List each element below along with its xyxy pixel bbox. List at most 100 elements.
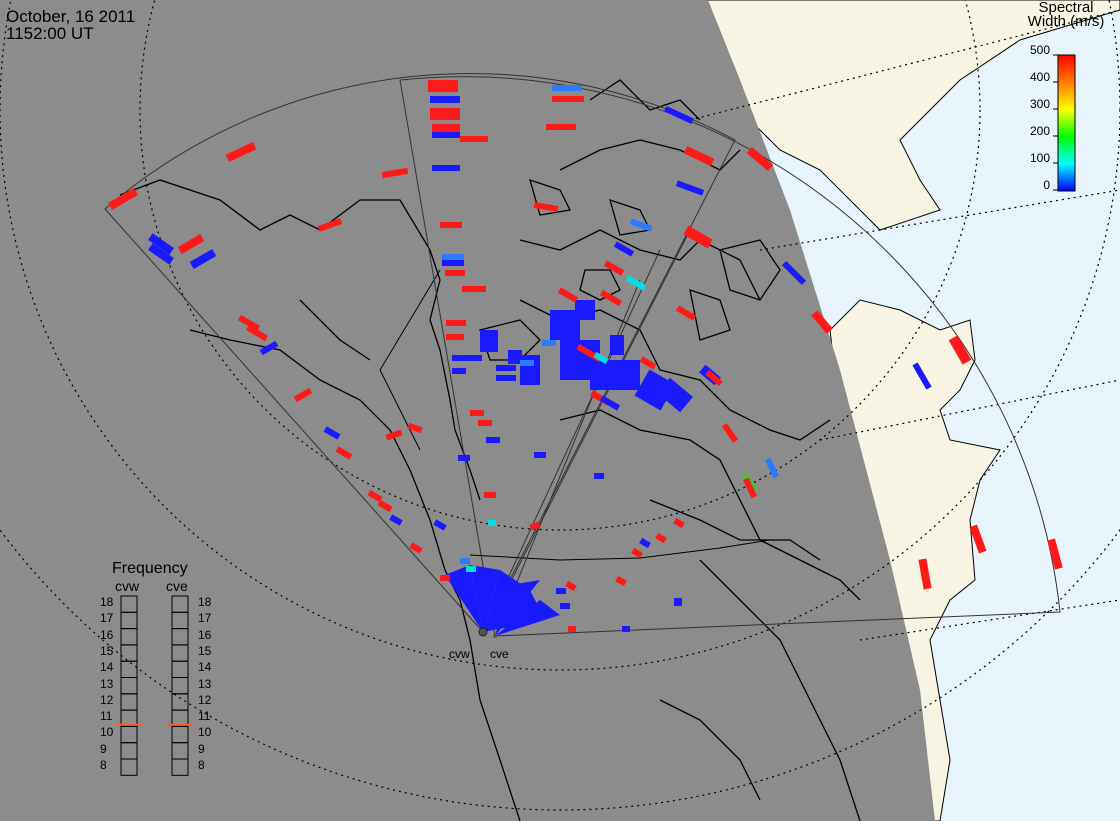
scatter-cell [542, 340, 556, 346]
scatter-cell [610, 335, 624, 355]
scatter-cell [520, 360, 534, 366]
scatter-cell [432, 124, 460, 132]
scatter-cell [478, 420, 492, 426]
scatter-cell [367, 489, 383, 503]
scale-tick-300: 300 [1029, 97, 1050, 111]
scatter-cell [470, 410, 484, 416]
freq-level-right: 14 [198, 660, 212, 675]
freq-col-cvw: cvw [115, 578, 140, 594]
freq-level-left: 9 [100, 741, 107, 756]
scatter-cell [657, 377, 693, 413]
scatter-cell [389, 514, 403, 526]
scatter-cell [675, 180, 705, 196]
freq-level-left: 16 [100, 627, 114, 642]
scatter-cell [629, 218, 653, 232]
scatter-cell [177, 234, 205, 254]
scatter-cell [634, 369, 676, 411]
freq-box [171, 758, 189, 776]
freq-level-left: 14 [100, 660, 114, 675]
scatter-cell [593, 351, 609, 365]
scatter-cell [488, 520, 496, 526]
scale-tick-0: 0 [1043, 178, 1050, 192]
scale-title-line2: Width (m/s) [1027, 13, 1105, 30]
cvw-site-marker [478, 627, 488, 637]
freq-level-right: 10 [198, 725, 212, 740]
scatter-cell [613, 241, 635, 257]
freq-level-right: 11 [198, 709, 211, 724]
scatter-cell [458, 455, 470, 461]
scatter-cell [557, 287, 579, 303]
scatter-cell [385, 429, 403, 441]
scatter-cell [428, 80, 458, 92]
scale-tick-200: 200 [1029, 124, 1050, 138]
scatter-cell [245, 324, 269, 342]
freq-level-left: 18 [100, 595, 114, 609]
scatter-cell [237, 314, 261, 332]
date-label: October, 16 2011 [6, 7, 136, 26]
scatter-cell [620, 360, 640, 390]
scatter-cell [484, 492, 496, 498]
scatter-cell [674, 598, 682, 606]
scatter-cell [317, 218, 343, 232]
scatter-cell [534, 452, 546, 458]
scatter-cell [599, 395, 621, 411]
scatter-cell [568, 626, 576, 632]
frequency-boxes [116, 595, 193, 776]
scatter-cell [625, 275, 647, 291]
freq-level-right: 8 [198, 758, 205, 772]
scale-tick-400: 400 [1029, 70, 1050, 84]
scatter-cell [430, 108, 460, 120]
scatter-cell [746, 146, 774, 172]
scatter-cells [108, 80, 1063, 632]
radar-label-cvw: cvw [449, 647, 470, 661]
scatter-cell [520, 355, 540, 385]
scatter-cell [683, 225, 713, 249]
scatter-cell [323, 426, 341, 440]
freq-level-left: 11 [100, 709, 113, 724]
scatter-cell [565, 580, 577, 592]
scatter-cell [430, 96, 460, 103]
scatter-cell [335, 446, 353, 460]
time-label: 1152:00 UT [6, 24, 94, 43]
cve-site-marker [493, 634, 497, 638]
freq-level-left: 12 [100, 692, 114, 707]
scatter-cell [446, 320, 466, 326]
freq-level-left: 8 [100, 758, 107, 772]
scatter-cell [445, 270, 465, 276]
scatter-cell [460, 136, 488, 142]
scatter-cell [721, 423, 739, 443]
boundaries [379, 269, 771, 561]
scatter-cell [440, 222, 462, 228]
scatter-cell [575, 300, 595, 320]
scatter-cell [552, 96, 584, 102]
scatter-cell [546, 124, 576, 130]
scatter-cell [533, 201, 559, 213]
freq-level-left: 15 [100, 643, 114, 658]
scatter-cell [655, 532, 667, 544]
scatter-cell [381, 167, 409, 179]
scatter-cell [440, 575, 450, 581]
scatter-cell [486, 437, 500, 443]
scatter-cell [918, 558, 932, 590]
scatter-cell [529, 521, 541, 531]
scatter-cell [552, 85, 582, 91]
freq-level-right: 16 [198, 627, 212, 642]
freq-level-right: 18 [198, 595, 212, 609]
scatter-cell [409, 542, 423, 554]
scatter-cell [407, 422, 423, 434]
scatter-cell [675, 305, 697, 321]
scatter-cell [673, 517, 685, 529]
scatter-cell [631, 547, 643, 559]
scatter-cell [639, 356, 657, 370]
scatter-cell [433, 519, 447, 531]
scatter-cell [496, 365, 516, 371]
freq-level-right: 13 [198, 676, 212, 691]
scatter-cell [496, 375, 516, 381]
scatter-cell [1047, 538, 1063, 570]
fov-outline [104, 73, 1061, 637]
freq-level-left: 10 [100, 725, 114, 740]
scatter-cell [259, 340, 279, 356]
scale-tick-100: 100 [1029, 151, 1050, 165]
